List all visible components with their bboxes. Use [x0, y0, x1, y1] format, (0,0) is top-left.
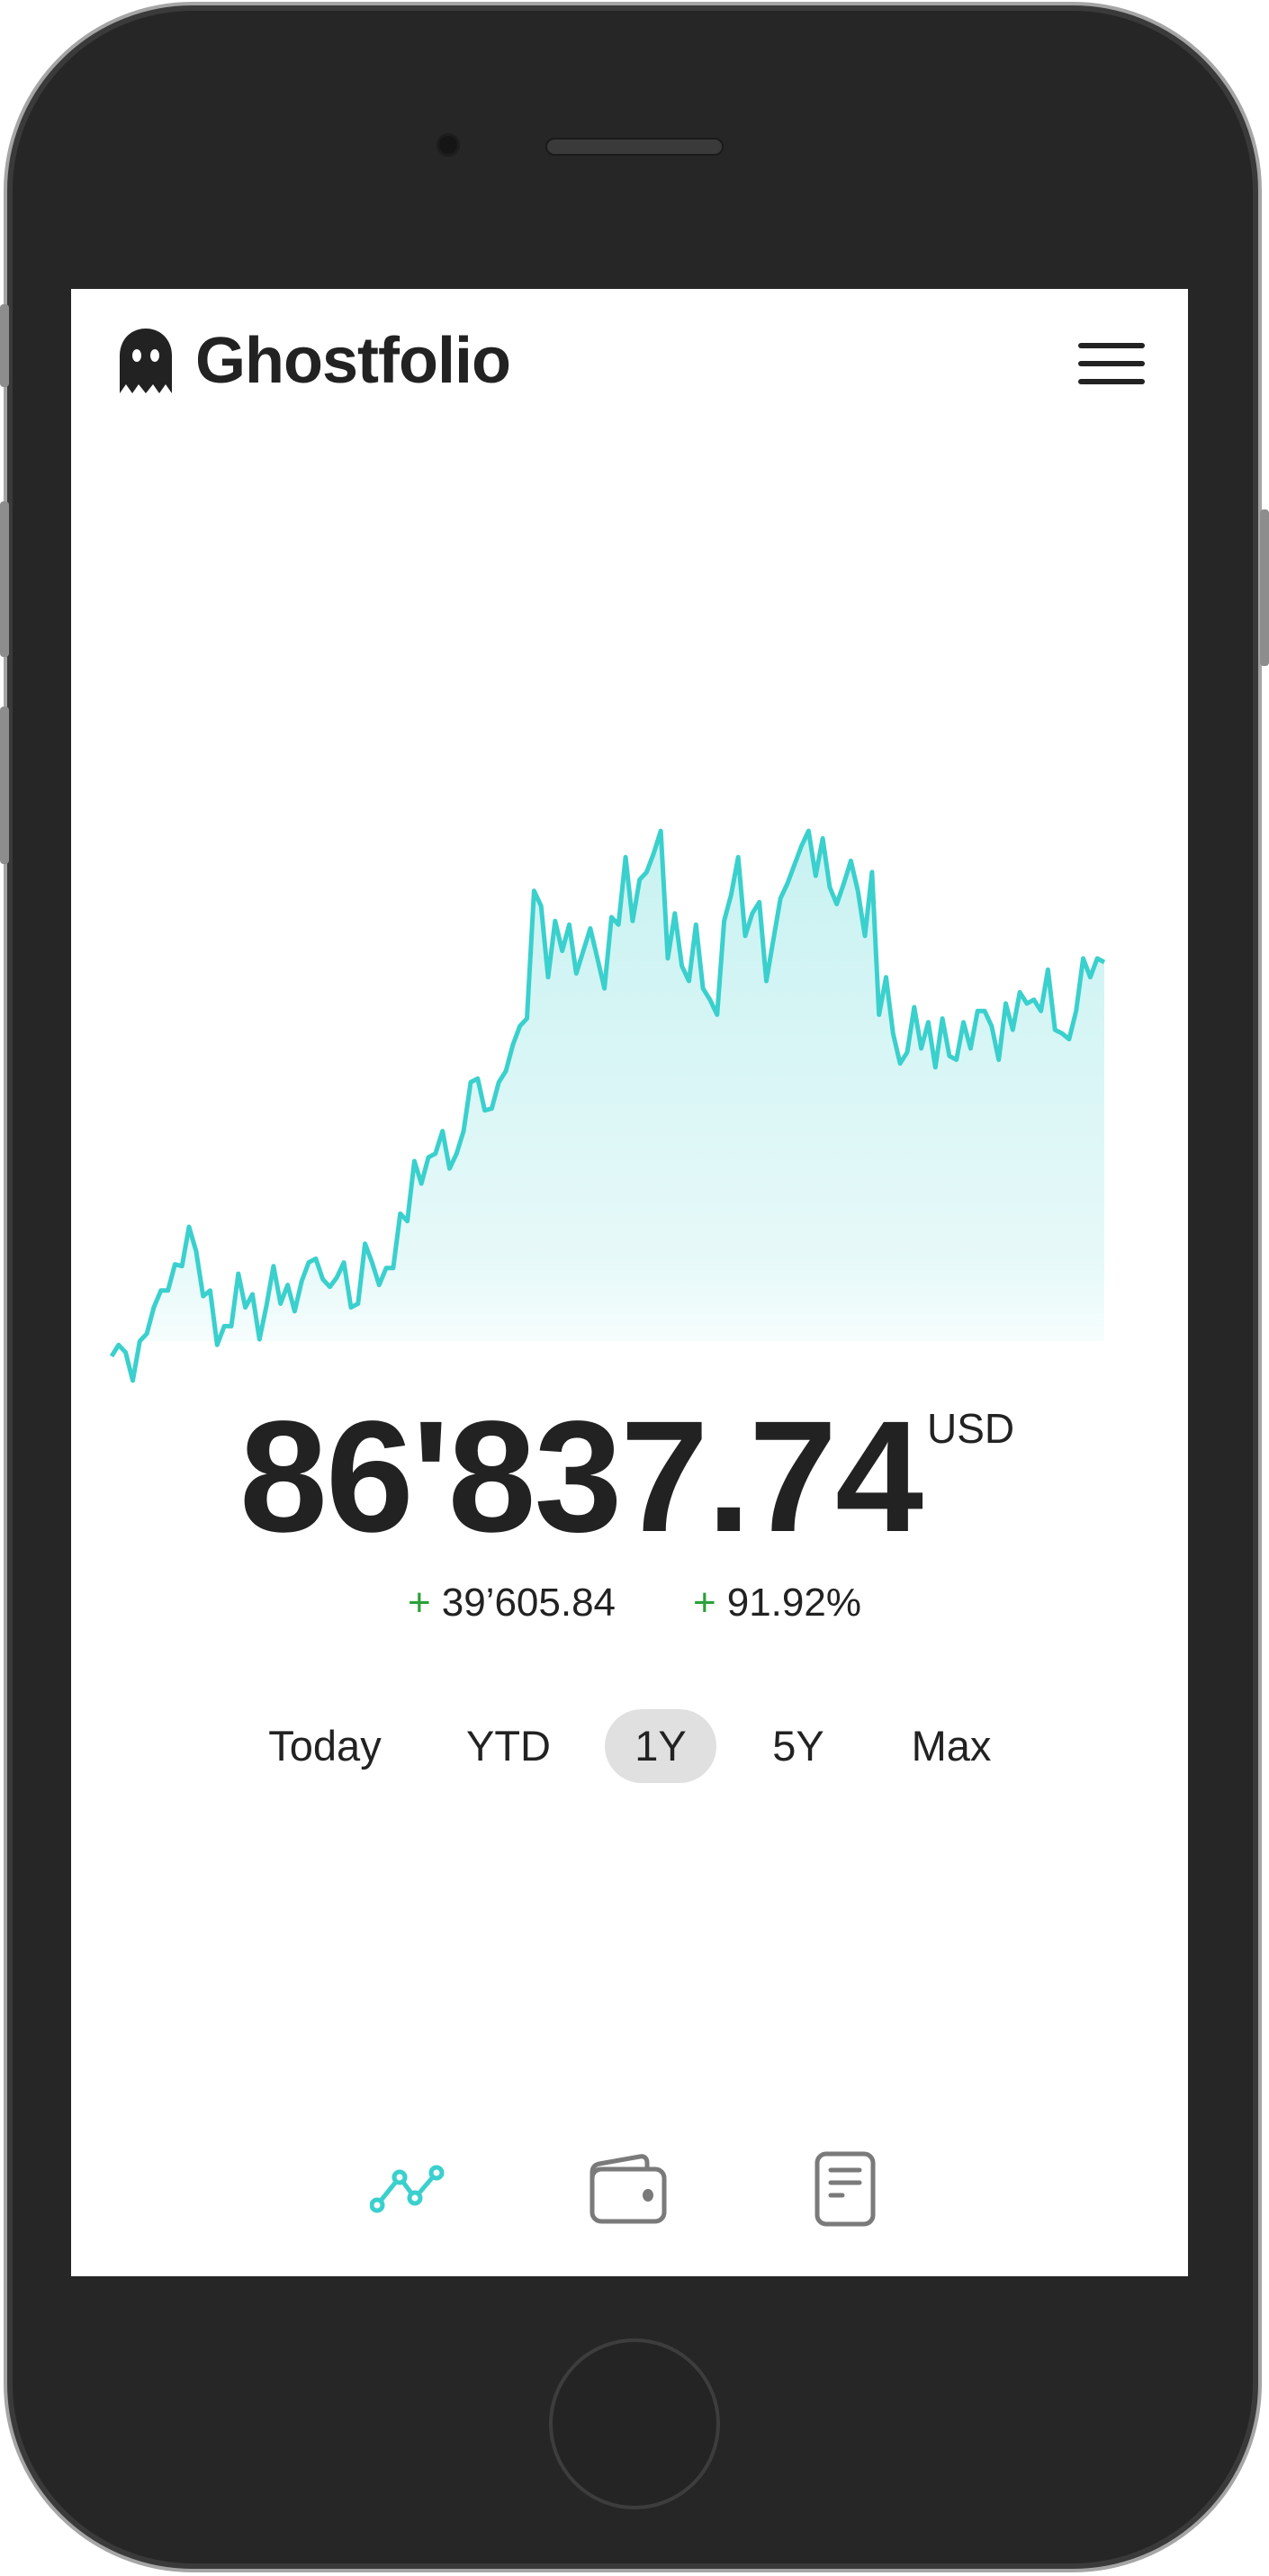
chart-series-line	[109, 828, 1106, 1383]
total-value-row: 86'837.74	[0, 1386, 1269, 1568]
line-chart-icon	[370, 2165, 445, 2213]
total-value: 86'837.74	[239, 1389, 923, 1565]
app-name: Ghostfolio	[195, 325, 511, 397]
absolute-change: +39’605.84	[408, 1581, 616, 1626]
ghost-icon	[120, 329, 172, 393]
power-button	[1260, 509, 1269, 666]
range-max[interactable]: Max	[911, 1722, 992, 1770]
home-button[interactable]	[549, 2338, 720, 2509]
currency-label: USD	[927, 1405, 1015, 1452]
date-range-selector: Today YTD 1Y 5Y Max	[0, 1709, 1269, 1783]
performance-summary: +39’605.84 +91.92%	[0, 1581, 1269, 1626]
range-1y[interactable]: 1Y	[605, 1709, 716, 1783]
relative-change: +91.92%	[693, 1581, 861, 1626]
nav-overview[interactable]	[367, 2144, 457, 2234]
front-camera	[439, 136, 457, 154]
document-icon	[814, 2151, 876, 2227]
nav-transactions[interactable]	[800, 2144, 890, 2234]
plus-sign: +	[408, 1581, 431, 1625]
wallet-icon	[590, 2154, 667, 2224]
plus-sign: +	[693, 1581, 716, 1625]
brand-logo[interactable]: Ghostfolio	[120, 324, 511, 398]
absolute-change-value: 39’605.84	[441, 1581, 616, 1625]
relative-change-value: 91.92%	[726, 1581, 861, 1625]
volume-down-button	[0, 707, 9, 864]
nav-holdings[interactable]	[583, 2144, 673, 2234]
volume-up-button	[0, 501, 9, 657]
chart-area-fill	[112, 831, 1104, 1381]
hamburger-menu-icon[interactable]	[1078, 340, 1145, 387]
range-today[interactable]: Today	[268, 1722, 382, 1770]
earpiece-speaker	[545, 138, 724, 156]
mute-switch	[0, 304, 9, 387]
range-5y[interactable]: 5Y	[772, 1722, 824, 1770]
range-ytd[interactable]: YTD	[466, 1722, 551, 1770]
